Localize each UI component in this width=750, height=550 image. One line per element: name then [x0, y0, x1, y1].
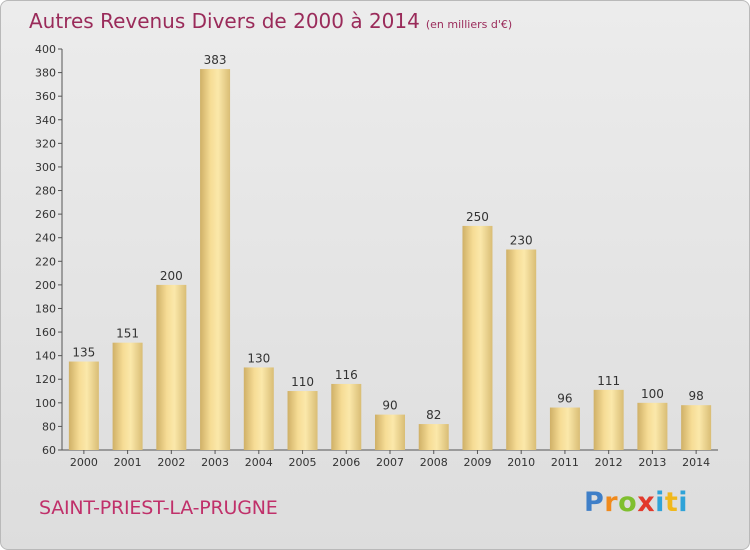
bar	[287, 391, 318, 450]
bar	[462, 225, 493, 450]
data-label: 90	[382, 399, 397, 413]
x-tick-label: 2003	[201, 456, 229, 469]
bar	[549, 407, 580, 450]
bar	[156, 284, 187, 450]
y-tick-label: 80	[42, 420, 56, 433]
y-tick-label: 140	[35, 350, 56, 363]
y-tick-label: 100	[35, 397, 56, 410]
data-label: 130	[247, 351, 270, 365]
y-tick-label: 380	[35, 67, 56, 80]
y-tick-label: 400	[35, 43, 56, 56]
chart-title: Autres Revenus Divers de 2000 à 2014 (en …	[29, 9, 512, 33]
bar	[331, 383, 362, 450]
x-tick-label: 2007	[376, 456, 404, 469]
x-tick-label: 2000	[70, 456, 98, 469]
y-tick-label: 120	[35, 373, 56, 386]
bar	[112, 342, 143, 450]
x-tick-label: 2005	[289, 456, 317, 469]
y-tick-label: 360	[35, 90, 56, 103]
bar	[200, 69, 231, 451]
data-label: 82	[426, 408, 441, 422]
x-tick-label: 2013	[638, 456, 666, 469]
x-tick-label: 2002	[157, 456, 185, 469]
x-tick-label: 2006	[332, 456, 360, 469]
proxiti-logo[interactable]: Proxiti	[584, 487, 689, 518]
data-label: 110	[291, 375, 314, 389]
bar	[243, 367, 274, 450]
y-tick-label: 340	[35, 114, 56, 127]
x-tick-label: 2011	[551, 456, 579, 469]
data-label: 250	[466, 210, 489, 224]
x-tick-label: 2012	[595, 456, 623, 469]
data-label: 135	[72, 346, 95, 360]
data-label: 151	[116, 327, 139, 341]
data-label: 200	[160, 269, 183, 283]
data-label: 100	[641, 387, 664, 401]
y-tick-label: 160	[35, 326, 56, 339]
data-label: 98	[688, 389, 703, 403]
bar	[375, 414, 405, 450]
bar	[418, 424, 449, 450]
data-label: 383	[204, 53, 227, 67]
bar	[681, 405, 712, 450]
data-label: 96	[557, 392, 572, 406]
y-tick-label: 200	[35, 279, 56, 292]
title-unit: (en milliers d'€)	[425, 18, 513, 31]
data-label: 230	[510, 234, 533, 248]
x-tick-label: 2010	[507, 456, 535, 469]
bar	[637, 402, 668, 450]
x-tick-label: 2009	[463, 456, 491, 469]
x-tick-label: 2004	[245, 456, 273, 469]
title-text: Autres Revenus Divers de 2000 à 2014	[29, 9, 420, 33]
y-tick-label: 60	[42, 444, 56, 457]
x-tick-label: 2014	[682, 456, 710, 469]
y-tick-label: 260	[35, 208, 56, 221]
y-tick-label: 320	[35, 137, 56, 150]
y-tick-label: 220	[35, 255, 56, 268]
commune-name: SAINT-PRIEST-LA-PRUGNE	[39, 497, 278, 519]
y-tick-label: 180	[35, 302, 56, 315]
bar	[593, 389, 624, 450]
x-tick-label: 2001	[114, 456, 142, 469]
y-tick-label: 240	[35, 232, 56, 245]
data-label: 111	[597, 374, 620, 388]
data-label: 116	[335, 368, 358, 382]
bar	[68, 361, 99, 450]
x-tick-label: 2008	[420, 456, 448, 469]
y-tick-label: 300	[35, 161, 56, 174]
y-tick-label: 280	[35, 185, 56, 198]
bar	[506, 249, 537, 450]
